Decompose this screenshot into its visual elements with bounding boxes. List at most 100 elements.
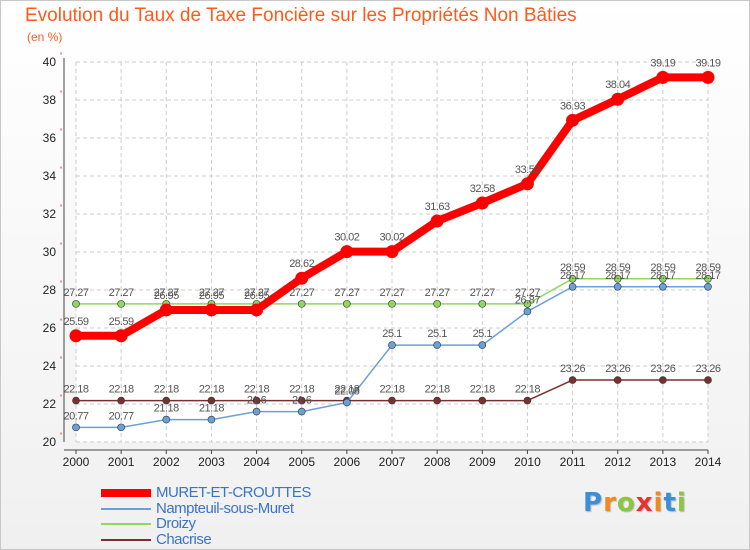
data-point bbox=[114, 329, 128, 343]
data-point bbox=[385, 245, 399, 259]
data-point bbox=[207, 415, 216, 424]
x-tick-label: 2000 bbox=[63, 455, 90, 469]
data-label: 21.18 bbox=[199, 403, 224, 415]
data-label: 28.17 bbox=[650, 270, 675, 282]
data-label: 39.19 bbox=[695, 57, 720, 69]
y-tick-label: 38 bbox=[43, 93, 57, 107]
legend-label: MURET-ET-CROUTTES bbox=[156, 484, 311, 501]
data-point bbox=[568, 274, 577, 283]
logo-letter: x bbox=[635, 488, 654, 518]
data-point bbox=[252, 396, 261, 405]
data-label: 22.18 bbox=[379, 384, 404, 396]
data-label: 22.18 bbox=[515, 384, 540, 396]
data-label: 22.18 bbox=[199, 384, 224, 396]
data-label: 28.59 bbox=[560, 262, 585, 274]
logo-letter: o bbox=[616, 488, 636, 518]
data-point bbox=[704, 274, 712, 283]
data-point bbox=[566, 113, 580, 127]
data-point bbox=[72, 300, 80, 308]
x-tick-label: 2003 bbox=[198, 455, 225, 469]
data-point bbox=[475, 196, 489, 210]
data-point bbox=[69, 329, 83, 343]
data-point bbox=[343, 300, 351, 308]
y-tick-label: 20 bbox=[43, 435, 57, 449]
data-label: 22.18 bbox=[63, 384, 88, 396]
data-point bbox=[523, 307, 532, 316]
data-point bbox=[297, 300, 306, 308]
logo-letter: i bbox=[676, 488, 687, 518]
data-point bbox=[611, 92, 625, 106]
y-tick-label: 34 bbox=[43, 169, 57, 183]
legend-swatch bbox=[101, 538, 151, 541]
data-point bbox=[252, 407, 261, 416]
data-point bbox=[613, 376, 622, 384]
data-label: 28.59 bbox=[650, 262, 675, 274]
legend-label: Nampteuil-sous-Muret bbox=[156, 499, 294, 517]
data-point bbox=[207, 396, 216, 405]
data-label: 23.26 bbox=[695, 363, 720, 375]
logo-letter: P bbox=[583, 488, 604, 518]
data-point bbox=[388, 341, 396, 349]
data-label: 32.58 bbox=[470, 183, 495, 195]
data-label: 31.63 bbox=[425, 201, 450, 213]
data-label: 38.04 bbox=[605, 79, 630, 91]
data-point bbox=[343, 398, 351, 407]
data-point bbox=[478, 300, 487, 308]
data-point bbox=[659, 376, 667, 384]
x-tick-label: 2002 bbox=[153, 455, 180, 469]
data-label: 26.95 bbox=[244, 290, 269, 302]
data-point bbox=[656, 70, 670, 84]
data-label: 21.6 bbox=[292, 395, 312, 407]
data-label: 22.18 bbox=[109, 384, 134, 396]
data-label: 27.27 bbox=[425, 287, 450, 299]
logo-letter: r bbox=[603, 488, 617, 518]
data-label: 27.27 bbox=[289, 287, 314, 299]
data-point bbox=[568, 376, 577, 384]
legend-label: Chacrise bbox=[156, 530, 212, 548]
data-label: 27.27 bbox=[334, 287, 359, 299]
x-tick-label: 2011 bbox=[560, 455, 586, 469]
data-label: 20.77 bbox=[63, 410, 88, 422]
data-point bbox=[613, 282, 622, 291]
y-tick-label: 28 bbox=[43, 283, 57, 297]
data-label: 28.17 bbox=[695, 270, 720, 282]
data-point bbox=[704, 376, 712, 384]
x-tick-label: 2001 bbox=[108, 455, 135, 469]
data-label: 22.18 bbox=[244, 384, 269, 396]
x-tick-label: 2012 bbox=[604, 455, 631, 469]
data-label: 22.18 bbox=[154, 384, 179, 396]
data-label: 22.08 bbox=[334, 385, 359, 397]
data-point bbox=[568, 282, 577, 291]
data-label: 22.18 bbox=[425, 384, 450, 396]
data-label: 25.1 bbox=[473, 328, 493, 340]
x-tick-label: 2010 bbox=[514, 455, 541, 469]
data-label: 22.18 bbox=[289, 384, 314, 396]
x-tick-label: 2014 bbox=[695, 455, 722, 469]
data-point bbox=[659, 282, 667, 291]
data-label: 39.19 bbox=[650, 57, 675, 69]
x-tick-label: 2006 bbox=[334, 455, 361, 469]
data-point bbox=[433, 396, 441, 405]
data-point bbox=[701, 70, 715, 84]
x-tick-label: 2013 bbox=[650, 455, 677, 469]
data-label: 28.59 bbox=[605, 262, 630, 274]
data-label: 25.59 bbox=[109, 316, 134, 328]
data-label: 27.27 bbox=[109, 287, 134, 299]
data-point bbox=[478, 396, 487, 405]
data-label: 26.95 bbox=[154, 290, 179, 302]
data-point bbox=[704, 282, 712, 291]
y-tick-label: 22 bbox=[43, 397, 57, 411]
data-point bbox=[659, 274, 667, 283]
logo-letter: i bbox=[653, 488, 664, 518]
logo-letter: t bbox=[663, 488, 677, 518]
data-point bbox=[162, 396, 171, 405]
data-point bbox=[340, 245, 354, 259]
chart-unit-label: (en %) bbox=[27, 30, 63, 44]
data-label: 33.59 bbox=[515, 164, 540, 176]
data-label: 23.26 bbox=[560, 363, 585, 375]
data-label: 26.95 bbox=[199, 290, 224, 302]
data-label: 27.27 bbox=[63, 287, 88, 299]
data-label: 25.1 bbox=[427, 328, 447, 340]
data-label: 28.17 bbox=[560, 270, 585, 282]
